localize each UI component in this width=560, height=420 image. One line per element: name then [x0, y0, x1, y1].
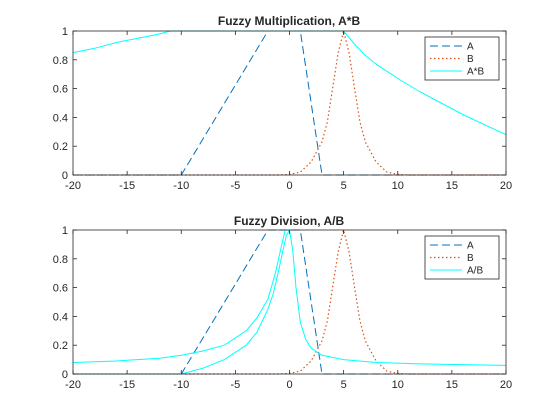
division-legend: AB A/B — [424, 235, 500, 280]
x-tick-label: 15 — [446, 180, 458, 192]
multiplication-title: Fuzzy Multiplication, A*B — [218, 14, 361, 28]
legend-entry: A/B — [467, 266, 483, 277]
x-tick-label: 10 — [392, 180, 404, 192]
legend-entry: A — [467, 241, 474, 252]
series-line-b — [73, 30, 506, 176]
division-ticks: -20 -15 -10 -5 0 5 10 15 20 0 0.2 0.4 0.6 0.8 1 — [53, 225, 512, 391]
division-title: Fuzzy Division, A/B — [234, 214, 345, 228]
x-tick-label: 0 — [286, 379, 292, 391]
x-tick-label: -5 — [230, 379, 240, 391]
y-tick-label: 0 — [62, 170, 68, 182]
x-tick-label: -10 — [173, 180, 189, 192]
x-tick-label: 15 — [446, 379, 458, 391]
series-line-b — [73, 229, 506, 375]
y-tick-label: 0.2 — [53, 340, 68, 352]
y-tick-label: 0.2 — [53, 141, 68, 153]
y-tick-label: 0.6 — [53, 283, 68, 295]
y-tick-label: 0.8 — [53, 55, 68, 67]
x-tick-label: 5 — [341, 180, 347, 192]
legend-entry: B — [467, 54, 474, 65]
division-panel: Fuzzy Division, A/B -20 -15 -10 -5 0 5 10 15 200… — [53, 214, 512, 391]
x-tick-label: 0 — [286, 180, 292, 192]
multiplication-legend: AB A*B — [424, 36, 500, 81]
x-tick-label: -10 — [173, 379, 189, 391]
x-tick-label: -20 — [65, 180, 81, 192]
x-tick-label: 20 — [500, 180, 512, 192]
x-tick-label: 20 — [500, 379, 512, 391]
x-tick-label: 10 — [392, 379, 404, 391]
y-tick-label: 0 — [62, 369, 68, 381]
x-tick-label: -15 — [119, 180, 135, 192]
multiplication-panel: Fuzzy Multiplication, A*B -20 -15 -10 -5 0 5 1… — [53, 14, 512, 192]
x-tick-label: -15 — [119, 379, 135, 391]
x-tick-label: -20 — [65, 379, 81, 391]
legend-box — [424, 36, 500, 81]
x-tick-label: -5 — [230, 180, 240, 192]
y-tick-label: 0.4 — [53, 112, 68, 124]
y-tick-label: 0.4 — [53, 311, 68, 323]
legend-entry: A*B — [467, 67, 485, 78]
multiplication-ticks: -20 -15 -10 -5 0 5 10 15 20 0 0.2 0.4 0.6 0.8 1 — [53, 26, 512, 192]
y-tick-label: 1 — [62, 225, 68, 237]
x-tick-label: 5 — [341, 379, 347, 391]
y-tick-label: 0.6 — [53, 84, 68, 96]
legend-box — [424, 235, 500, 280]
y-tick-label: 1 — [62, 26, 68, 38]
legend-entry: B — [467, 253, 474, 264]
y-tick-label: 0.8 — [53, 254, 68, 266]
legend-entry: A — [467, 42, 474, 53]
series-line-a-b — [72, 30, 507, 136]
